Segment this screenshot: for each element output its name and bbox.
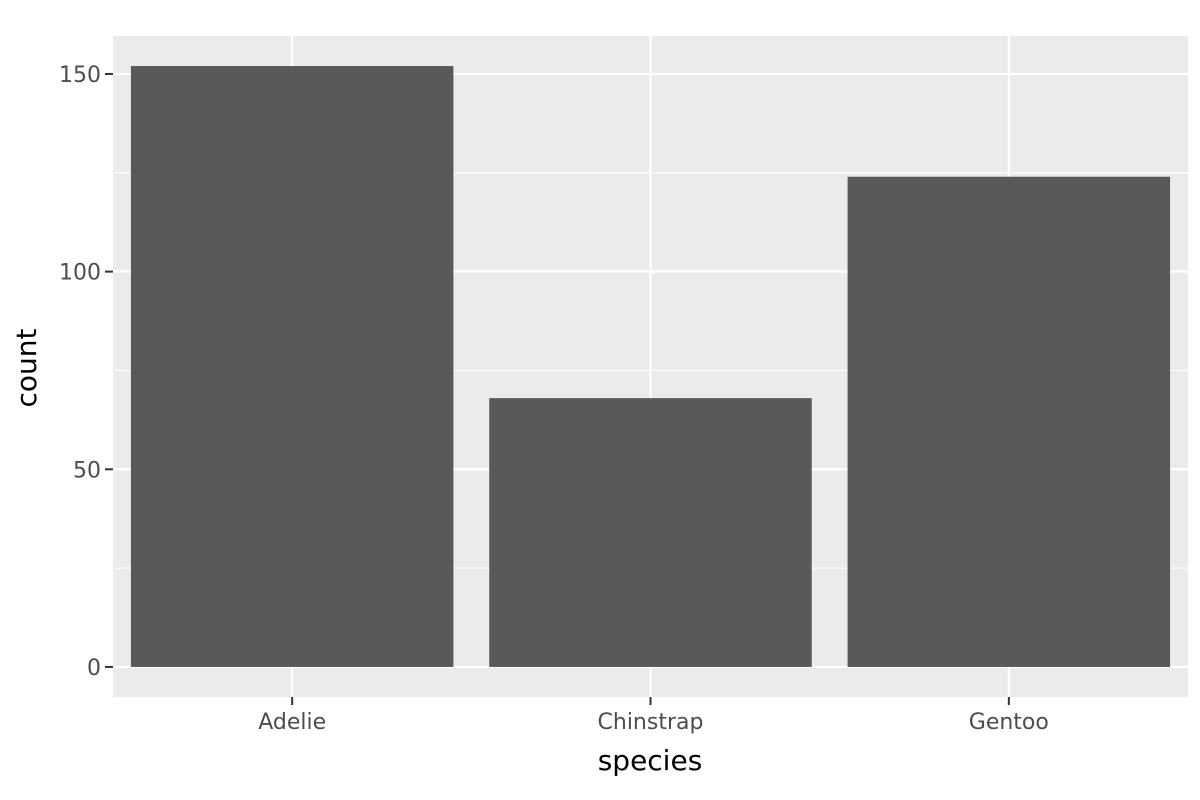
x-axis-title: species <box>598 744 703 777</box>
x-tick-label: Adelie <box>258 710 326 735</box>
y-tick-label: 150 <box>59 63 101 88</box>
x-tick-label: Chinstrap <box>598 710 704 735</box>
bars <box>130 66 1171 667</box>
bar-adelie <box>130 66 454 667</box>
bar-gentoo <box>847 176 1171 667</box>
x-axis: Adelie Chinstrap Gentoo <box>258 697 1049 735</box>
x-tick-label: Gentoo <box>969 710 1049 735</box>
y-axis: 0 50 100 150 <box>59 63 113 681</box>
bar-chinstrap <box>489 398 812 667</box>
y-tick-label: 0 <box>87 656 101 681</box>
y-axis-title: count <box>10 328 43 407</box>
y-tick-label: 100 <box>59 261 101 286</box>
y-tick-label: 50 <box>73 458 101 483</box>
